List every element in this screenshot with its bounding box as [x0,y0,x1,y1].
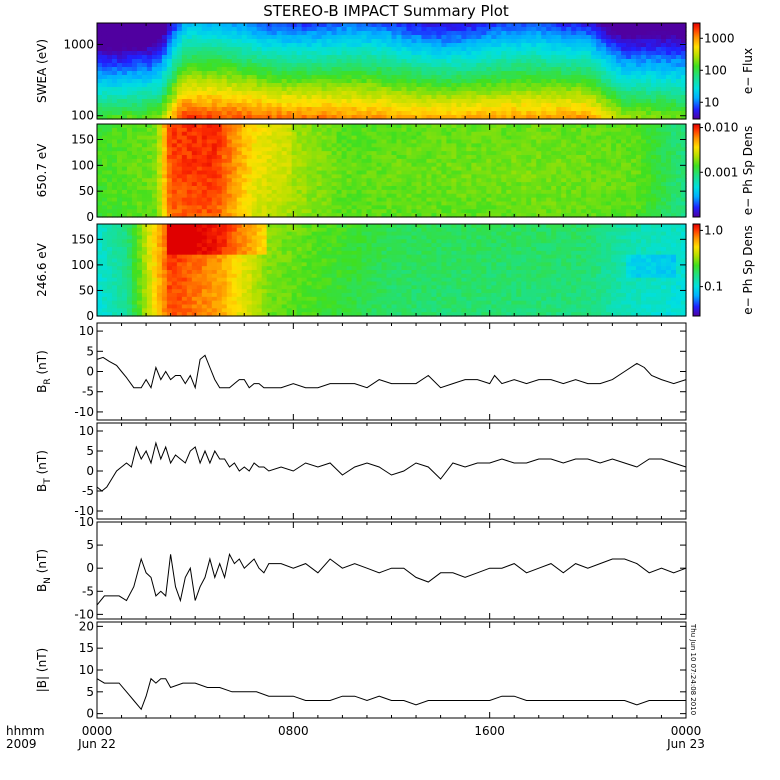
y-tick-label-pitch-angle-650: 50 [79,184,94,198]
y-tick-label-pitch-angle-246: 150 [71,232,94,246]
y-tick-label-bn: 5 [86,538,94,552]
x-tick-label: 0000 [671,724,702,738]
x-tick-date-label: Jun 22 [77,737,116,751]
x-tick-label: 0800 [278,724,309,738]
x-tick-date-label: Jun 23 [666,737,705,751]
colorbar-tick-label-swea-spectrogram: 1000 [704,31,735,45]
y-tick-label-pitch-angle-246: 0 [86,309,94,323]
timestamp-label: Thu Jun 10 07:24:08 2010 [689,623,697,715]
y-axis-label-pitch-angle-650: 650.7 eV [35,143,49,198]
y-tick-label-pitch-angle-246: 50 [79,283,94,297]
y-tick-label-btotal: 0 [86,707,94,721]
colorbar-tick-label-pitch-angle-246: 0.1 [704,280,723,294]
y-tick-label-swea-spectrogram: 1000 [63,37,94,51]
y-tick-label-br: -5 [82,385,94,399]
x-axis-label-line1: hhmm [6,724,45,738]
y-tick-label-bt: -10 [74,504,94,518]
colorbar-tick-label-swea-spectrogram: 10 [704,95,719,109]
y-tick-label-pitch-angle-650: 0 [86,210,94,224]
series-line-btotal [96,677,686,711]
y-tick-label-br: -10 [74,405,94,419]
y-tick-label-btotal: 10 [79,663,94,677]
y-axis-label-pitch-angle-246: 246.6 eV [35,242,49,297]
x-tick-label: 0000 [82,724,113,738]
colorbar-pitch-angle-246 [692,223,701,317]
y-tick-label-bt: 5 [86,444,94,458]
y-tick-label-bt: 0 [86,464,94,478]
y-tick-label-pitch-angle-246: 100 [71,258,94,272]
y-tick-label-pitch-angle-650: 100 [71,158,94,172]
panel-frame-br [96,322,687,421]
y-tick-label-br: 10 [79,324,94,338]
heatmap-pitch-angle-246 [97,224,687,317]
y-tick-label-btotal: 5 [86,685,94,699]
y-tick-label-bn: 10 [79,515,94,529]
y-tick-label-pitch-angle-650: 150 [71,133,94,147]
y-tick-label-br: 0 [86,365,94,379]
y-tick-label-bn: 0 [86,561,94,575]
colorbar-tick-label-swea-spectrogram: 100 [704,63,727,77]
y-tick-label-br: 5 [86,344,94,358]
y-tick-label-bn: -5 [82,584,94,598]
panel-frame-bn [96,521,687,620]
y-axis-label-swea-spectrogram: SWEA (eV) [35,39,49,103]
heatmap-swea-spectrogram [97,23,687,120]
colorbar-tick-label-pitch-angle-650: 0.010 [704,121,738,135]
y-axis-label-bt: BT (nT) [35,450,53,492]
panel-frame-btotal [96,621,687,719]
y-axis-label-btotal: |B| (nT) [35,648,49,692]
series-line-bn [96,552,687,606]
colorbar-label-swea-spectrogram: e− Flux [741,48,755,94]
x-axis-label-line2: 2009 [6,737,37,751]
colorbar-pitch-angle-650 [692,123,701,218]
x-tick-label: 1600 [474,724,505,738]
y-tick-label-btotal: 15 [79,641,94,655]
y-tick-label-btotal: 20 [79,619,94,633]
series-line-br [96,354,687,390]
colorbar-swea-spectrogram [692,22,701,120]
y-tick-label-bt: 10 [79,424,94,438]
plot-title: STEREO-B IMPACT Summary Plot [263,2,509,20]
colorbar-label-pitch-angle-650: e− Ph Sp Dens [741,126,755,215]
panel-frame-bt [96,422,687,520]
colorbar-tick-label-pitch-angle-650: 0.001 [704,165,738,179]
series-line-bt [96,441,687,492]
y-axis-label-br: BR (nT) [35,350,53,393]
colorbar-tick-label-pitch-angle-246: 1.0 [704,223,723,237]
colorbar-label-pitch-angle-246: e− Ph Sp Dens [741,225,755,314]
y-tick-label-bt: -5 [82,484,94,498]
y-axis-label-bn: BN (nT) [35,549,53,592]
heatmap-pitch-angle-650 [97,124,687,218]
y-tick-label-bn: -10 [74,607,94,621]
y-tick-label-swea-spectrogram: 100 [71,109,94,123]
